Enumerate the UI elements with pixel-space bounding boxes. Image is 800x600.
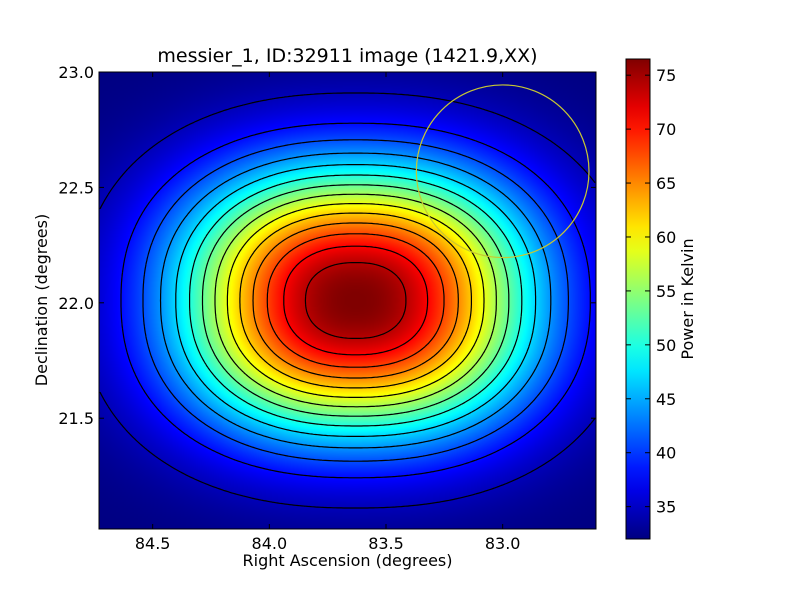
colorbar-tick-label: 75 — [656, 66, 676, 85]
heatmap-image — [99, 72, 596, 529]
y-tick-label: 23.0 — [58, 63, 94, 82]
chart-title: messier_1, ID:32911 image (1421.9,XX) — [157, 45, 537, 67]
colorbar-tick-label: 35 — [656, 498, 676, 517]
colorbar: 35 40 45 50 55 60 65 70 75 Power in Kelvin — [625, 58, 697, 540]
y-tick-label: 22.5 — [58, 178, 94, 197]
y-tick-label: 22.0 — [58, 294, 94, 313]
x-axis-label: Right Ascension (degrees) — [243, 551, 453, 570]
colorbar-tick-label: 60 — [656, 228, 676, 247]
x-tick-label: 84.5 — [135, 534, 171, 553]
contour-line-2 — [142, 139, 569, 462]
y-tick-label: 21.5 — [58, 409, 94, 428]
contour-line-3 — [159, 152, 552, 449]
colorbar-tick-label: 45 — [656, 390, 676, 409]
colorbar-gradient — [625, 58, 651, 540]
colorbar-tick-label: 50 — [656, 336, 676, 355]
colorbar-tick-label: 65 — [656, 174, 676, 193]
contour-line-6 — [201, 184, 510, 417]
contour-line-8 — [226, 203, 485, 398]
contour-line-0 — [99, 92, 596, 509]
x-tick-label: 84.0 — [252, 534, 288, 553]
x-tick-label: 83.5 — [368, 534, 404, 553]
colorbar-ticks: 35 40 45 50 55 60 65 70 75 — [626, 66, 676, 517]
contour-line-9 — [239, 212, 472, 389]
y-axis: 21.5 22.0 22.5 23.0 — [58, 63, 596, 428]
contour-line-10 — [252, 222, 459, 379]
contour-line-1 — [120, 122, 591, 479]
x-axis: 84.5 84.0 83.5 83.0 — [135, 72, 521, 553]
contour-line-12 — [283, 245, 429, 356]
contour-line-7 — [214, 193, 497, 408]
plot-area — [98, 71, 597, 530]
y-axis-label: Declination (degrees) — [32, 214, 51, 386]
x-tick-label: 83.0 — [485, 534, 521, 553]
contour-lines — [99, 92, 596, 509]
colorbar-label: Power in Kelvin — [678, 238, 697, 359]
contour-line-5 — [189, 174, 523, 427]
marker-circle — [415, 84, 590, 259]
contour-line-13 — [304, 262, 407, 339]
contour-line-11 — [266, 233, 445, 368]
colorbar-tick-label: 70 — [656, 120, 676, 139]
colorbar-tick-label: 55 — [656, 282, 676, 301]
plot-frame — [98, 71, 597, 530]
colorbar-tick-label: 40 — [656, 444, 676, 463]
